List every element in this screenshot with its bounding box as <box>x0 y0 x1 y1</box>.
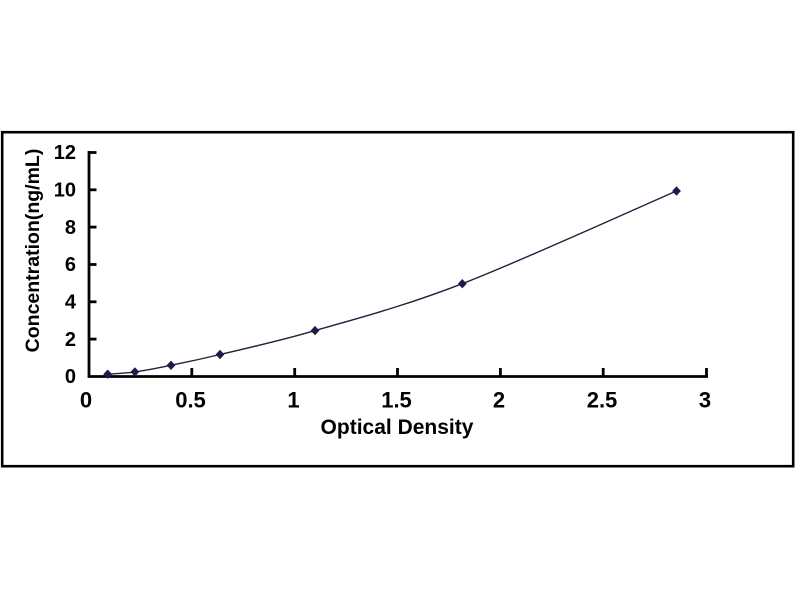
svg-text:1: 1 <box>287 388 299 413</box>
svg-text:3: 3 <box>699 388 711 413</box>
svg-text:2.5: 2.5 <box>587 388 618 413</box>
svg-text:Optical Density: Optical Density <box>321 416 474 439</box>
svg-text:6: 6 <box>65 254 76 276</box>
svg-text:2: 2 <box>493 388 505 413</box>
svg-text:2: 2 <box>65 329 76 351</box>
svg-text:10: 10 <box>54 180 76 202</box>
svg-text:4: 4 <box>65 292 77 314</box>
svg-text:0: 0 <box>80 388 92 413</box>
svg-text:8: 8 <box>65 217 76 239</box>
svg-text:0: 0 <box>65 366 76 388</box>
svg-text:0.5: 0.5 <box>175 388 206 413</box>
svg-text:Concentration(ng/mL): Concentration(ng/mL) <box>22 149 44 353</box>
svg-text:12: 12 <box>54 142 76 164</box>
svg-text:1.5: 1.5 <box>381 388 412 413</box>
